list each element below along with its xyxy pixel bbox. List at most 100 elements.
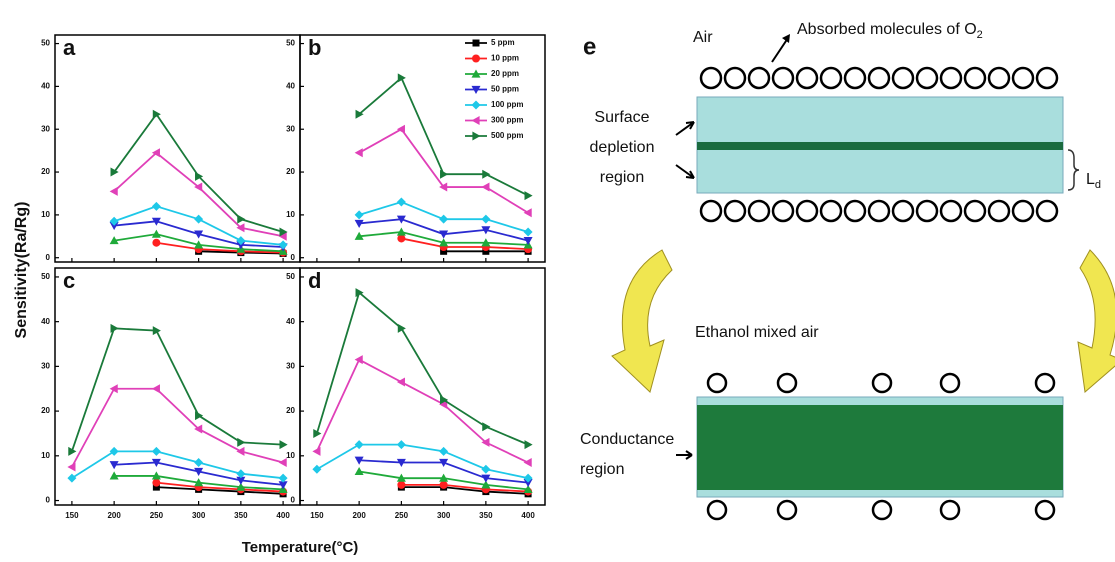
molecule: [871, 499, 893, 521]
molecule: [723, 199, 747, 223]
chart-panel: 0 10 20 30 40 50 150 200 250 300 350 400 d: [286, 267, 546, 520]
molecule: [699, 199, 723, 223]
marker: [195, 411, 204, 421]
plot-frame: [54, 267, 301, 506]
molecule: [867, 66, 891, 90]
marker: [278, 240, 288, 250]
plot-frame: [299, 267, 546, 506]
marker: [439, 182, 448, 192]
molecule: [706, 372, 728, 394]
panel-label: d: [308, 268, 321, 293]
marker: [194, 230, 204, 239]
marker: [396, 215, 406, 224]
marker: [482, 169, 491, 179]
y-tick-label: 40: [41, 82, 50, 91]
series-line: [156, 486, 284, 495]
y-tick-label: 40: [41, 317, 50, 326]
marker: [523, 473, 533, 483]
x-tick-label: 150: [310, 511, 324, 520]
y-tick-label: 20: [286, 406, 295, 415]
chart-panel: 0 10 20 30 40 50 a: [41, 34, 301, 263]
x-tick-label: 300: [437, 511, 451, 520]
molecule: [843, 66, 867, 90]
legend-marker: [471, 69, 481, 78]
surface-label: Surface: [594, 109, 649, 126]
marker: [440, 395, 449, 405]
molecule: [795, 199, 819, 223]
molecule: [843, 199, 867, 223]
marker: [481, 238, 491, 247]
marker: [354, 210, 364, 220]
marker: [151, 471, 161, 480]
marker: [523, 479, 533, 488]
marker: [397, 73, 406, 83]
marker: [109, 461, 119, 470]
y-tick-label: 30: [41, 124, 50, 133]
marker: [481, 464, 491, 474]
molecule: [776, 372, 798, 394]
y-tick-label: 50: [286, 39, 295, 48]
y-tick-label: 30: [286, 361, 295, 370]
marker: [152, 326, 161, 336]
marker: [439, 214, 449, 224]
molecule: [1034, 372, 1056, 394]
panel-label: b: [308, 35, 321, 60]
panel-label: e: [583, 33, 596, 60]
molecule: [987, 199, 1011, 223]
series-line: [71, 450, 284, 480]
molecule: [915, 66, 939, 90]
molecule: [939, 199, 963, 223]
legend-label: 20 ppm: [491, 69, 519, 78]
marker: [481, 480, 491, 489]
series-line: [113, 205, 284, 246]
marker: [236, 476, 246, 485]
marker: [194, 458, 204, 468]
molecule: [1011, 199, 1035, 223]
marker: [151, 229, 161, 238]
molecule: [915, 199, 939, 223]
arrow-head: [782, 34, 790, 43]
series-line: [316, 443, 529, 480]
marker: [194, 240, 204, 249]
molecule: [1034, 499, 1056, 521]
marker: [194, 478, 204, 487]
marker: [236, 241, 246, 250]
y-tick-label: 30: [41, 361, 50, 370]
marker: [312, 446, 321, 456]
marker: [237, 437, 246, 447]
marker: [152, 109, 161, 119]
x-tick-label: 400: [521, 511, 535, 520]
marker: [279, 227, 288, 237]
y-tick-label: 0: [46, 496, 51, 505]
marker: [482, 247, 490, 255]
marker: [354, 355, 363, 365]
marker: [440, 169, 449, 179]
marker: [354, 148, 363, 158]
molecule: [747, 199, 771, 223]
marker: [110, 323, 119, 333]
series-line: [358, 128, 529, 214]
marker: [481, 182, 490, 192]
marker: [439, 230, 449, 239]
conductance-label: region: [580, 461, 624, 478]
marker: [523, 227, 533, 237]
legend-marker: [471, 116, 480, 125]
series-line: [156, 481, 284, 493]
molecule: [771, 66, 795, 90]
arrow: [771, 37, 789, 63]
x-tick-label: 350: [234, 511, 248, 520]
cycle-arrow: [1077, 249, 1115, 393]
legend-label: 5 ppm: [491, 38, 515, 47]
marker: [279, 440, 288, 450]
marker: [237, 214, 246, 224]
marker: [312, 464, 322, 474]
marker: [439, 446, 449, 456]
y-tick-label: 10: [41, 451, 50, 460]
molecule: [939, 66, 963, 90]
marker: [236, 236, 246, 246]
series-line: [401, 237, 529, 251]
marker: [524, 191, 533, 201]
x-tick-label: 150: [65, 511, 79, 520]
